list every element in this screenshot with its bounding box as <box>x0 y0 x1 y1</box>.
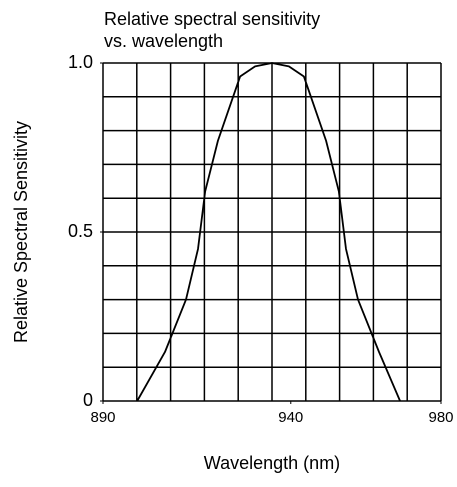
y-axis-label: Relative Spectral Sensitivity <box>11 121 31 343</box>
x-tick-label: 890 <box>90 409 115 426</box>
chart-title: Relative spectral sensitivity <box>104 9 320 29</box>
chart-title: vs. wavelength <box>104 31 223 51</box>
y-tick-label: 1.0 <box>68 52 93 72</box>
y-tick-label: 0.5 <box>68 221 93 241</box>
x-tick-label: 980 <box>428 409 453 426</box>
x-tick-label: 940 <box>278 409 303 426</box>
y-tick-label: 0 <box>83 390 93 410</box>
data-line <box>136 62 401 402</box>
x-axis-label: Wavelength (nm) <box>204 453 340 473</box>
